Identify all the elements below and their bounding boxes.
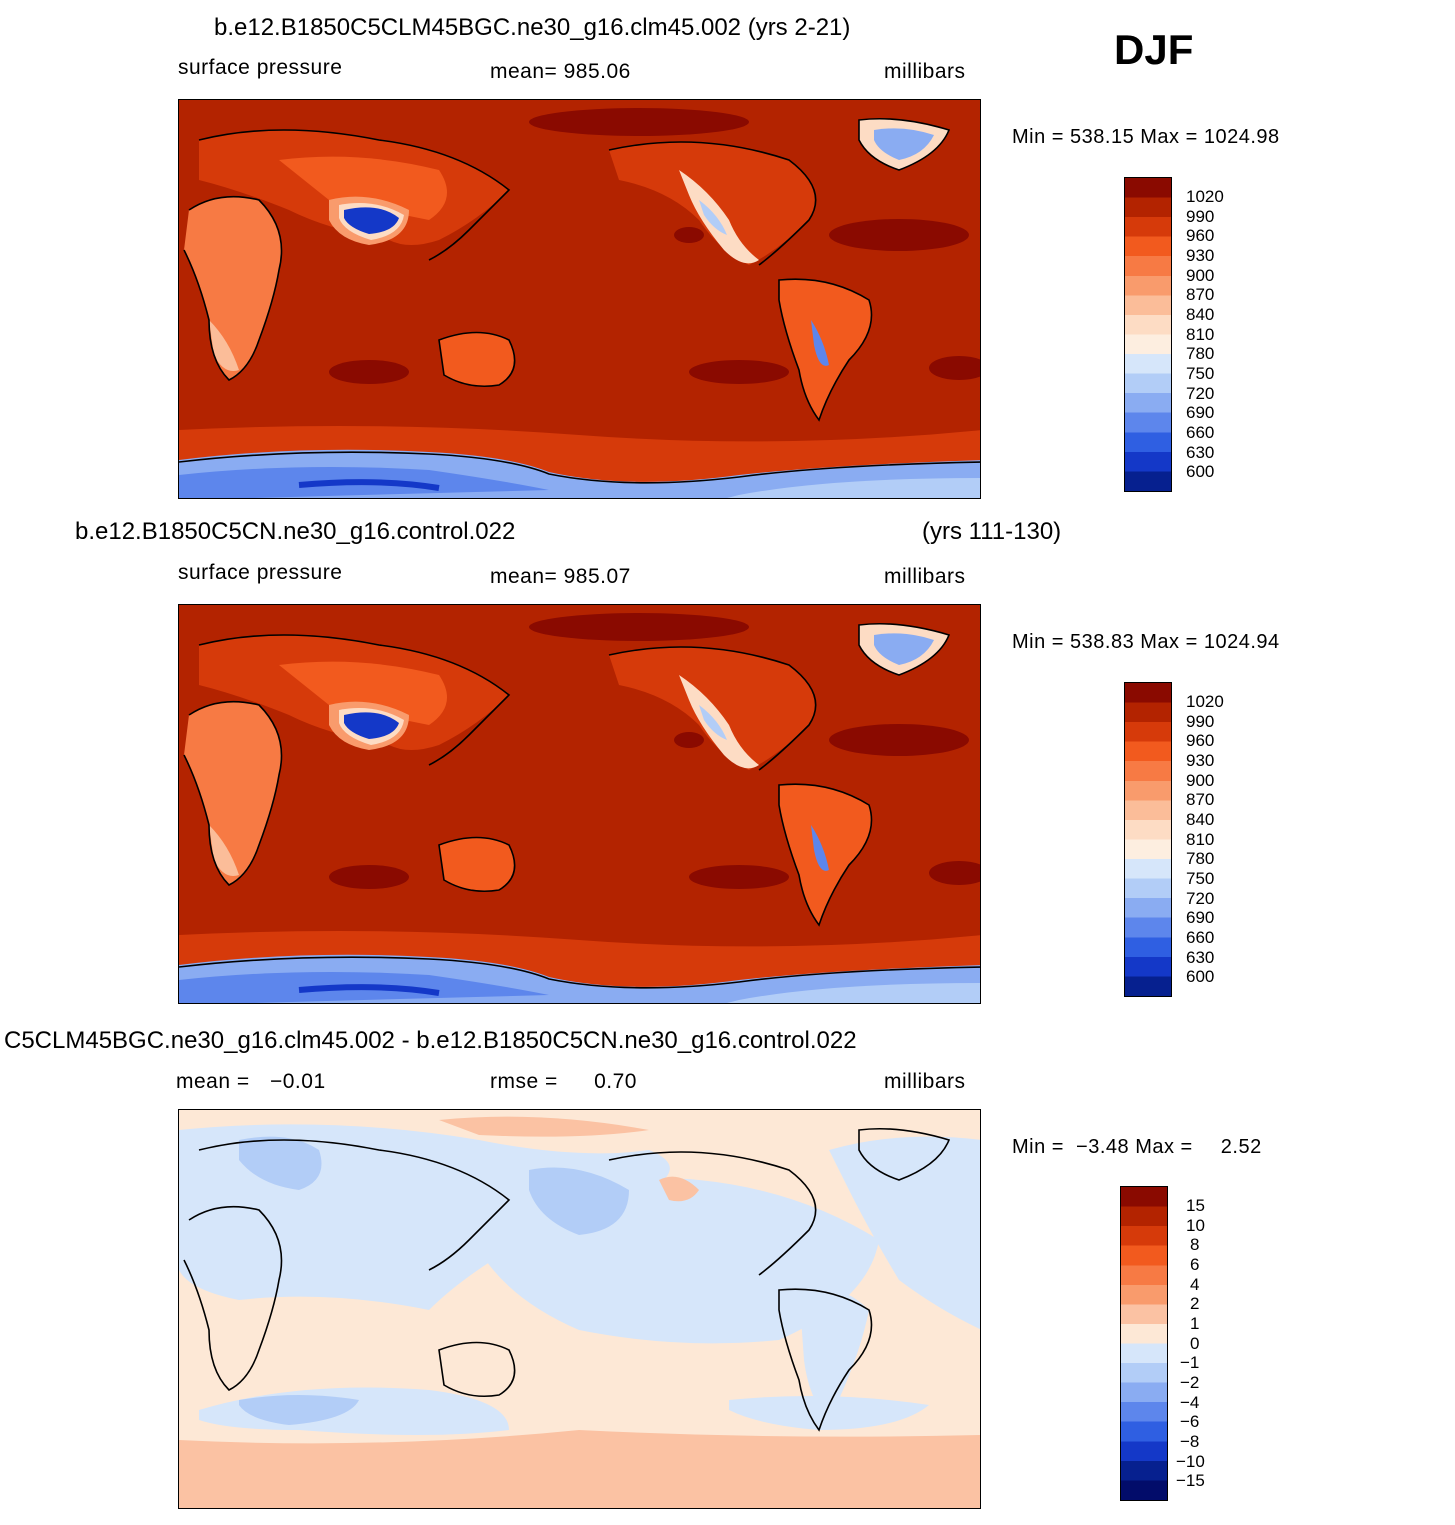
panel1-max-value: 1024.98: [1203, 126, 1280, 148]
panel3-legend-label: 4: [1190, 1275, 1200, 1294]
panel2-legend-label: 780: [1186, 849, 1215, 868]
panel2-legend-bar: [1124, 682, 1172, 997]
panel1-legend-label: 660: [1186, 423, 1215, 442]
panel1-legend-label: 690: [1186, 403, 1215, 422]
panel2-legend-label: 600: [1186, 967, 1215, 986]
panel2-legend-label: 960: [1186, 731, 1215, 750]
panel3-legend-bar: [1120, 1186, 1168, 1501]
panel3-map-svg: [179, 1110, 980, 1508]
panel3-legend-label: −6: [1180, 1412, 1200, 1431]
panel2-title: b.e12.B1850C5CN.ne30_g16.control.022: [75, 518, 516, 545]
panel1-min-value: 538.15: [1070, 126, 1135, 148]
panel3-mean-label: mean =: [176, 1070, 250, 1093]
panel3-title: C5CLM45BGC.ne30_g16.clm45.002 - b.e12.B1…: [4, 1027, 857, 1054]
panel2-legend-label: 660: [1186, 928, 1215, 947]
panel3-mean-value: −0.01: [269, 1070, 326, 1093]
panel3-rmse: rmse = 0.70: [490, 1070, 637, 1094]
panel2-max-label: Max =: [1140, 631, 1198, 653]
panel2-legend-label: 870: [1186, 790, 1215, 809]
panel3-map: [178, 1109, 981, 1509]
panel3-legend-label: −2: [1180, 1373, 1200, 1392]
panel3-minmax: Min = −3.48 Max = 2.52: [1012, 1136, 1262, 1159]
panel3-min-label: Min =: [1012, 1136, 1064, 1158]
panel2-legend-label: 1020: [1186, 692, 1224, 711]
panel3-legend-label: 15: [1186, 1196, 1205, 1215]
panel2-years: (yrs 111-130): [922, 518, 1062, 545]
panel1-legend-label: 750: [1186, 364, 1215, 383]
panel1-mean: mean= 985.06: [490, 60, 631, 83]
panel3-legend-label: 6: [1190, 1255, 1200, 1274]
panel3-legend-label: −10: [1176, 1452, 1205, 1471]
panel1-legend-label: 870: [1186, 285, 1215, 304]
panel2-map-svg: [179, 605, 980, 1003]
panel3-min-value: −3.48: [1076, 1136, 1130, 1158]
panel2-max-value: 1024.94: [1203, 631, 1280, 653]
panel1-legend-label: 840: [1186, 305, 1215, 324]
panel3-max-label: Max =: [1135, 1136, 1193, 1158]
panel3-legend-label: 0: [1190, 1334, 1200, 1353]
panel3-legend-label: −1: [1180, 1353, 1200, 1372]
panel2-legend-label: 900: [1186, 771, 1215, 790]
panel3-max-value: 2.52: [1220, 1136, 1262, 1158]
panel2-map: [178, 604, 981, 1004]
panel2-legend-label: 930: [1186, 751, 1215, 770]
panel1-map: [178, 99, 981, 499]
panel1-legend-label: 720: [1186, 384, 1215, 403]
panel1-legend-bar: [1124, 177, 1172, 492]
panel2-variable: surface pressure: [178, 561, 343, 584]
panel3-rmse-label: rmse =: [490, 1070, 558, 1093]
panel3-rmse-value: 0.70: [594, 1070, 637, 1093]
panel1-legend-label: 630: [1186, 443, 1215, 462]
panel1-map-svg: [179, 100, 980, 498]
panel2-legend-label: 810: [1186, 830, 1215, 849]
panel2-units: millibars: [884, 565, 966, 588]
panel3-legend-label: −15: [1176, 1471, 1205, 1490]
panel2-min-value: 538.83: [1070, 631, 1135, 653]
season-label: DJF: [1114, 26, 1194, 73]
panel2-legend-label: 990: [1186, 712, 1215, 731]
panel1-title: b.e12.B1850C5CLM45BGC.ne30_g16.clm45.002…: [214, 14, 851, 41]
panel2-legend-label: 630: [1186, 948, 1215, 967]
panel1-legend-label: 780: [1186, 344, 1215, 363]
panel1-legend-label: 1020: [1186, 187, 1224, 206]
panel1-legend-label: 960: [1186, 226, 1215, 245]
panel3-legend-label: −4: [1180, 1393, 1200, 1412]
panel3-units: millibars: [884, 1070, 966, 1093]
panel3-legend-label: 10: [1186, 1216, 1205, 1235]
panel1-units: millibars: [884, 60, 966, 83]
panel1-legend-label: 900: [1186, 266, 1215, 285]
panel3-legend-label: 2: [1190, 1294, 1200, 1313]
panel1-min-label: Min =: [1012, 126, 1064, 148]
panel1-variable: surface pressure: [178, 56, 343, 79]
panel2-legend-label: 690: [1186, 908, 1215, 927]
panel1-legend-label: 810: [1186, 325, 1215, 344]
panel1-minmax: Min = 538.15 Max = 1024.98: [1012, 126, 1280, 149]
panel3-legend-label: 8: [1190, 1235, 1200, 1254]
panel2-legend-label: 840: [1186, 810, 1215, 829]
panel1-legend-label: 990: [1186, 207, 1215, 226]
panel3-legend-label: −8: [1180, 1432, 1200, 1451]
panel2-legend-label: 720: [1186, 889, 1215, 908]
panel2-minmax: Min = 538.83 Max = 1024.94: [1012, 631, 1280, 654]
panel3-mean: mean = −0.01: [176, 1070, 326, 1094]
panel1-max-label: Max =: [1140, 126, 1198, 148]
panel2-mean: mean= 985.07: [490, 565, 631, 588]
panel2-min-label: Min =: [1012, 631, 1064, 653]
panel3-legend-label: 1: [1190, 1314, 1200, 1333]
panel1-legend-label: 600: [1186, 462, 1215, 481]
panel1-legend-label: 930: [1186, 246, 1215, 265]
panel2-legend-label: 750: [1186, 869, 1215, 888]
